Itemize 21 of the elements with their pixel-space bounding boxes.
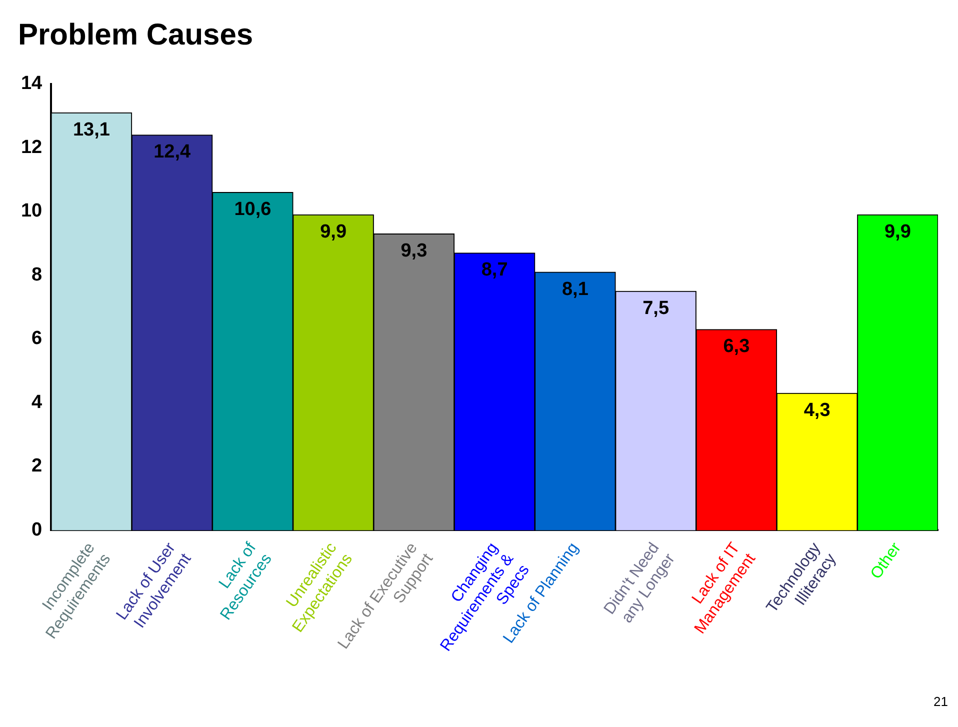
- data-label: 12,4: [154, 142, 191, 163]
- y-tick-label: 6: [32, 328, 42, 350]
- data-label: 9,3: [400, 240, 428, 262]
- y-tick-label: 12: [20, 136, 42, 158]
- data-label: 8,1: [562, 278, 589, 300]
- y-tick-label: 2: [32, 456, 42, 477]
- y-tick-label: 4: [32, 392, 43, 413]
- y-tick-label: 8: [32, 264, 42, 286]
- y-tick-label: 14: [20, 73, 43, 94]
- data-label: 8,7: [481, 260, 508, 281]
- y-tick-label: 10: [20, 200, 42, 222]
- data-label: 9,9: [884, 221, 911, 242]
- data-label: 7,5: [642, 298, 670, 319]
- y-tick-label: 0: [32, 519, 42, 540]
- chart-title: Problem Causes: [18, 18, 254, 52]
- data-label: 13,1: [72, 119, 110, 140]
- data-label: 4,3: [804, 400, 830, 421]
- data-label: 6,3: [723, 336, 750, 358]
- data-label: 9,9: [320, 221, 347, 242]
- text: 21: [934, 694, 948, 709]
- data-label: 10,6: [234, 199, 272, 220]
